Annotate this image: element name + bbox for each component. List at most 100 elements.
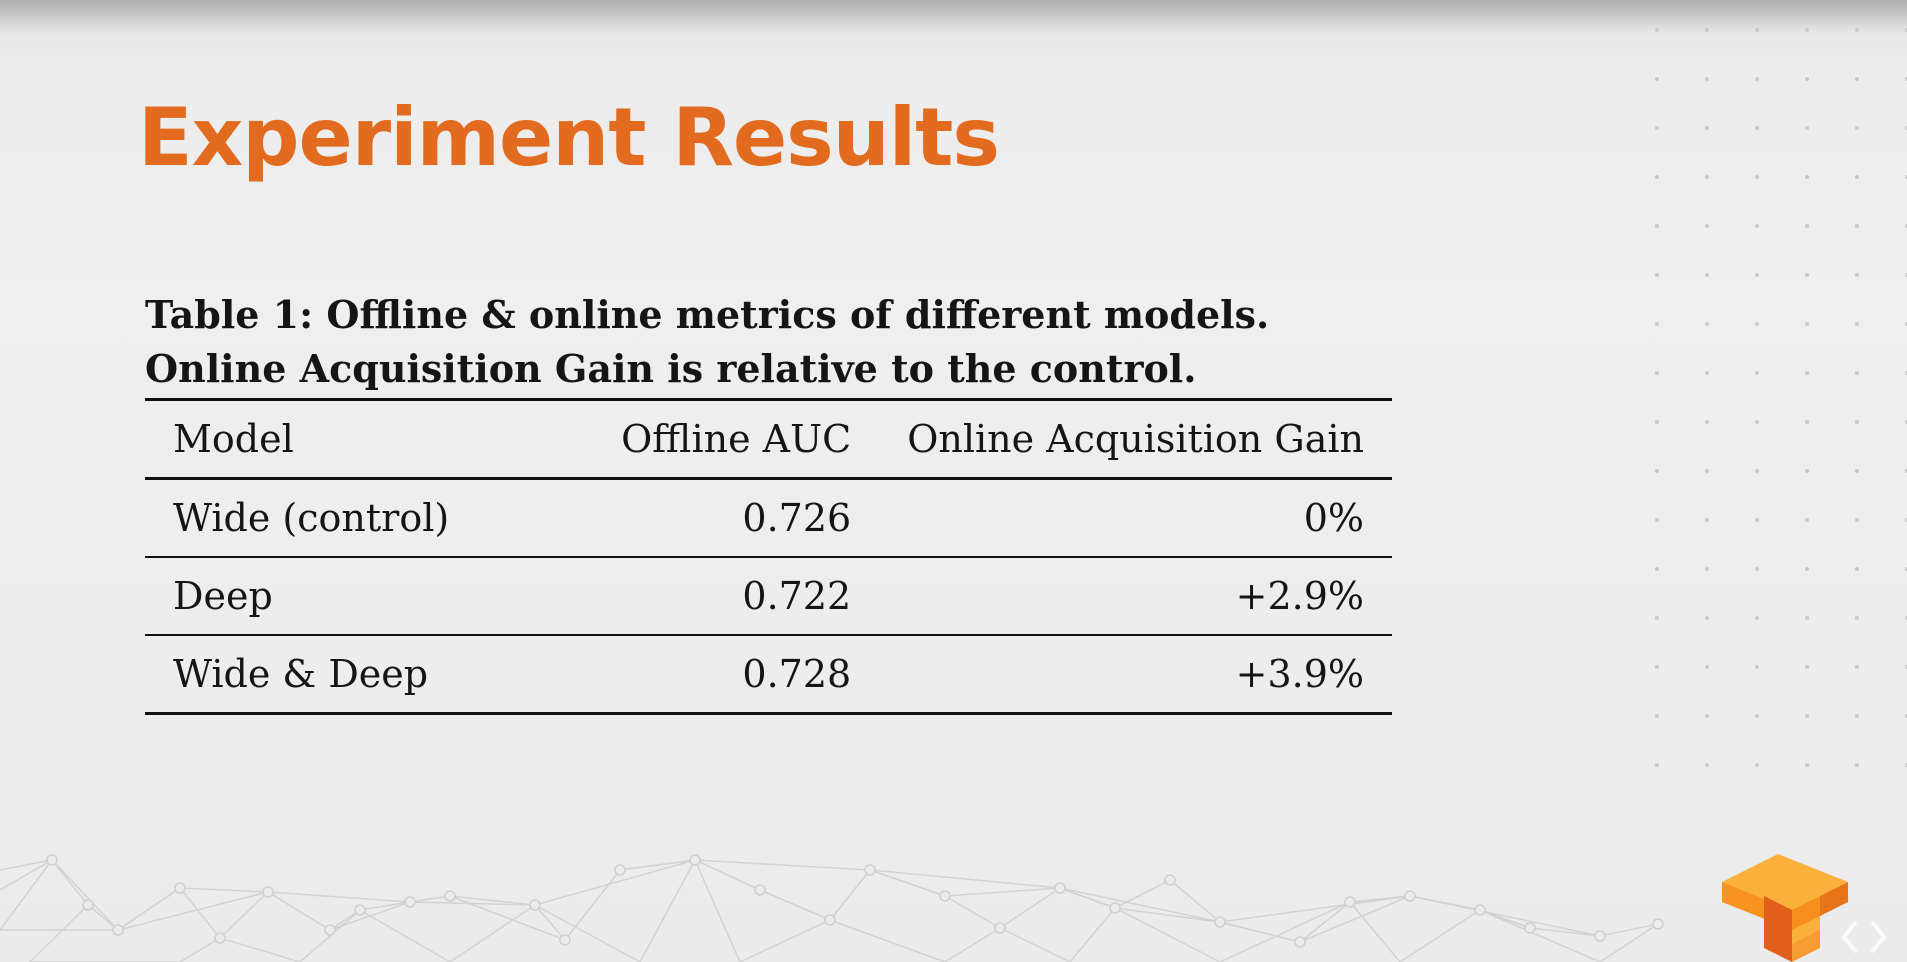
table-row: Deep 0.722 +2.9% (145, 557, 1392, 635)
decorative-dot (1655, 420, 1659, 424)
decorative-dot (1755, 77, 1759, 81)
decorative-dot (1805, 616, 1809, 620)
decorative-dot (1755, 469, 1759, 473)
table-header-row: Model Offline AUC Online Acquisition Gai… (145, 399, 1392, 479)
network-nodes (46, 854, 1664, 948)
decorative-dot (1705, 763, 1709, 767)
decorative-dot (1805, 714, 1809, 718)
decorative-dot (1805, 273, 1809, 277)
decorative-dot (1755, 616, 1759, 620)
cell-model: Deep (173, 574, 273, 618)
decorative-dot (1755, 420, 1759, 424)
decorative-dot (1705, 28, 1709, 32)
decorative-dot (1655, 567, 1659, 571)
decorative-dot (1855, 126, 1859, 130)
decorative-dot (1755, 763, 1759, 767)
decorative-dot (1705, 518, 1709, 522)
header-model: Model (173, 417, 294, 461)
decorative-dot (1855, 420, 1859, 424)
table-row: Wide (control) 0.726 0% (145, 479, 1392, 557)
decorative-dot (1855, 322, 1859, 326)
decorative-dot (1805, 518, 1809, 522)
decorative-dot (1855, 616, 1859, 620)
decorative-dot (1755, 665, 1759, 669)
decorative-dot (1855, 763, 1859, 767)
decorative-dot (1755, 175, 1759, 179)
decorative-dot (1705, 714, 1709, 718)
network-mesh-decoration (0, 854, 1664, 962)
header-offline-auc: Offline AUC (621, 417, 852, 461)
decorative-dot (1855, 371, 1859, 375)
decorative-dot (1705, 273, 1709, 277)
decorative-dot (1655, 665, 1659, 669)
decorative-dot (1755, 567, 1759, 571)
cell-online-gain: +3.9% (1235, 652, 1364, 696)
decorative-dot (1855, 273, 1859, 277)
network-lines (0, 858, 1659, 962)
dot-grid-decoration (1655, 28, 1907, 767)
decorative-dot (1655, 28, 1659, 32)
decorative-dot (1705, 420, 1709, 424)
decorative-dot (1855, 469, 1859, 473)
decorative-dot (1655, 175, 1659, 179)
decorative-dot (1655, 763, 1659, 767)
decorative-dot (1705, 567, 1709, 571)
decorative-dot (1705, 469, 1709, 473)
top-shadow (0, 0, 1907, 60)
table-caption: Table 1: Offline & online metrics of dif… (145, 288, 1395, 396)
decorative-dot (1805, 322, 1809, 326)
decorative-dot (1805, 126, 1809, 130)
header-online-gain: Online Acquisition Gain (907, 417, 1364, 461)
decorative-dot (1805, 28, 1809, 32)
cell-model: Wide & Deep (173, 652, 429, 696)
decorative-dot (1805, 371, 1809, 375)
decorative-dot (1805, 77, 1809, 81)
decorative-dot (1705, 126, 1709, 130)
decorative-dot (1855, 665, 1859, 669)
decorative-dot (1755, 714, 1759, 718)
decorative-dot (1755, 371, 1759, 375)
cell-offline-auc: 0.722 (742, 574, 852, 618)
decorative-dot (1855, 518, 1859, 522)
decorative-dot (1655, 371, 1659, 375)
decorative-dot (1755, 126, 1759, 130)
decorative-dot (1705, 77, 1709, 81)
decorative-dot (1655, 224, 1659, 228)
decorative-dot (1705, 224, 1709, 228)
decorative-dot (1705, 322, 1709, 326)
decorative-dot (1855, 224, 1859, 228)
cell-online-gain: +2.9% (1235, 574, 1364, 618)
decorative-dot (1705, 665, 1709, 669)
decorative-dot (1855, 28, 1859, 32)
decorative-dot (1855, 714, 1859, 718)
decorative-dot (1655, 518, 1659, 522)
decorative-dot (1755, 28, 1759, 32)
decorative-dot (1855, 175, 1859, 179)
decorative-dot (1805, 420, 1809, 424)
decorative-dot (1755, 224, 1759, 228)
decorative-dot (1655, 273, 1659, 277)
decorative-dot (1805, 469, 1809, 473)
decorative-dot (1855, 77, 1859, 81)
decorative-dot (1855, 567, 1859, 571)
table-caption-line-1: Table 1: Offline & online metrics of dif… (145, 292, 1270, 337)
decorative-dot (1755, 322, 1759, 326)
code-brackets-icon (1842, 920, 1886, 954)
cell-offline-auc: 0.728 (742, 652, 852, 696)
tensorflow-logo (1722, 854, 1848, 962)
decorative-dot (1705, 371, 1709, 375)
decorative-dot (1805, 665, 1809, 669)
decorative-dot (1655, 714, 1659, 718)
decorative-dot (1655, 77, 1659, 81)
results-table: Model Offline AUC Online Acquisition Gai… (145, 398, 1392, 715)
decorative-dot (1705, 175, 1709, 179)
table-caption-line-2: Online Acquisition Gain is relative to t… (145, 346, 1197, 391)
decorative-dot (1755, 518, 1759, 522)
table-header: Model Offline AUC Online Acquisition Gai… (145, 399, 1392, 479)
decorative-dot (1755, 273, 1759, 277)
decorative-dot (1805, 175, 1809, 179)
decorative-dot (1705, 616, 1709, 620)
decorative-dot (1655, 126, 1659, 130)
table-row: Wide & Deep 0.728 +3.9% (145, 635, 1392, 714)
